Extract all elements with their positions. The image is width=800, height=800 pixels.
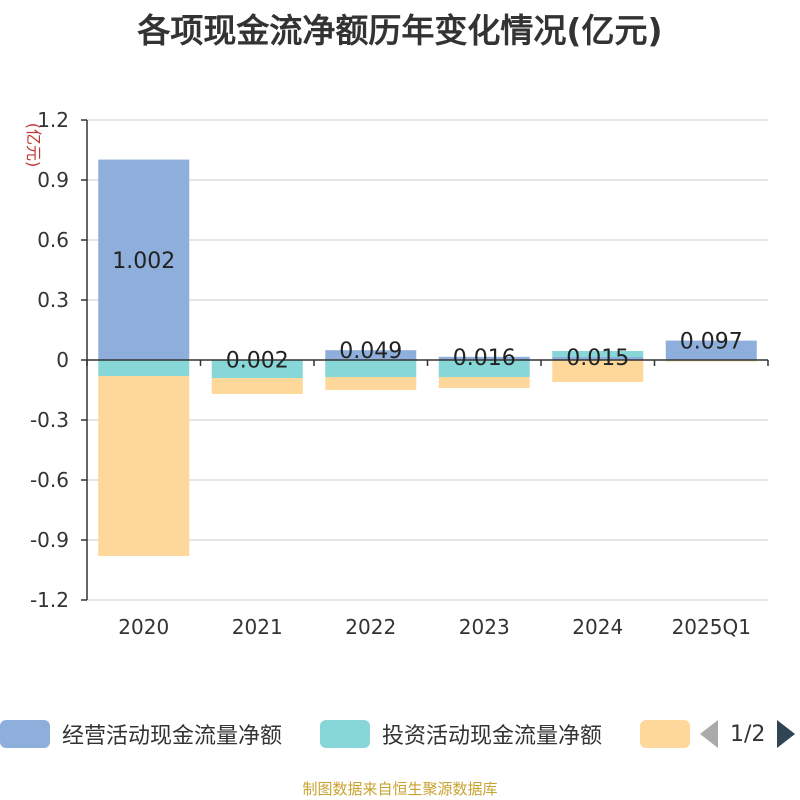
bar-2022-s1[interactable] bbox=[325, 360, 417, 377]
y-tick-label: 1.2 bbox=[37, 108, 69, 132]
data-label-2022: 0.049 bbox=[339, 339, 402, 364]
data-label-2025Q1: 0.097 bbox=[680, 330, 743, 355]
x-tick-label: 2023 bbox=[459, 615, 510, 639]
bar-2021-s1[interactable] bbox=[211, 360, 303, 378]
chart-canvas: 1.20.90.60.30-0.3-0.6-0.9-1.2 2020 2021 20… bbox=[24, 108, 769, 639]
x-tick-label: 2025Q1 bbox=[672, 615, 751, 639]
bar-2022-s0[interactable] bbox=[325, 350, 417, 360]
bar-2023-s2[interactable] bbox=[438, 377, 530, 388]
legend-swatch-operating bbox=[0, 720, 50, 748]
bar-2020-s2[interactable] bbox=[98, 376, 190, 556]
bar-2021-s2[interactable] bbox=[211, 378, 303, 394]
data-label-2023: 0.016 bbox=[453, 346, 516, 371]
bar-2024-s0[interactable] bbox=[552, 357, 644, 360]
x-tick-label: 2020 bbox=[118, 615, 169, 639]
y-axis-unit: (亿元) bbox=[24, 123, 43, 168]
y-tick-label: -0.3 bbox=[30, 408, 69, 432]
bar-2024-s2[interactable] bbox=[552, 360, 644, 382]
data-label-2021: 0.002 bbox=[226, 349, 289, 374]
bar-2025Q1-s0[interactable] bbox=[665, 340, 757, 360]
y-tick-label: -1.2 bbox=[30, 588, 69, 612]
y-tick-label: 0 bbox=[56, 348, 69, 372]
legend-item-investing[interactable]: 投资活动现金流量净额 bbox=[320, 714, 602, 754]
pager-next-icon[interactable] bbox=[777, 720, 796, 748]
legend: 经营活动现金流量净额 投资活动现金流量净额 1/2 bbox=[0, 714, 800, 754]
data-labels: 1.002 0.002 0.049 0.016 0.015 0.097 bbox=[112, 249, 742, 374]
x-tick-label: 2021 bbox=[232, 615, 283, 639]
x-tick-label: 2022 bbox=[345, 615, 396, 639]
bar-2020-s0[interactable] bbox=[98, 159, 190, 360]
pager-prev-icon[interactable] bbox=[700, 720, 718, 748]
legend-item-operating[interactable]: 经营活动现金流量净额 bbox=[0, 714, 282, 754]
legend-swatch-investing bbox=[320, 720, 370, 748]
chart-title: 各项现金流净额历年变化情况(亿元) bbox=[137, 11, 663, 50]
bar-2025Q1-s2[interactable] bbox=[665, 360, 757, 362]
source-note: 制图数据来自恒生聚源数据库 bbox=[302, 780, 498, 798]
legend-item-financing[interactable] bbox=[640, 714, 690, 754]
legend-pager: 1/2 bbox=[700, 714, 796, 754]
bar-2024-s1[interactable] bbox=[552, 351, 644, 357]
x-tick-labels: 2020 2021 2022 2023 2024 2025Q1 bbox=[118, 615, 751, 639]
legend-label-investing: 投资活动现金流量净额 bbox=[382, 724, 603, 749]
y-tick-labels: 1.2 0.9 0.6 0.3 0 -0.3 -0.6 -0.9 -1.2 bbox=[30, 108, 69, 612]
bar-2022-s2[interactable] bbox=[325, 377, 417, 390]
y-tick-label: -0.6 bbox=[30, 468, 69, 492]
bar-2020-s1[interactable] bbox=[98, 360, 190, 376]
legend-swatch-financing bbox=[640, 720, 690, 748]
bar-2023-s1[interactable] bbox=[438, 360, 530, 377]
legend-label-operating: 经营活动现金流量净额 bbox=[62, 724, 283, 749]
axes bbox=[81, 119, 769, 601]
y-tick-label: -0.9 bbox=[30, 528, 69, 552]
y-tick-label: 0.6 bbox=[37, 228, 69, 252]
y-tick-label: 0.9 bbox=[37, 168, 69, 192]
data-label-2024: 0.015 bbox=[566, 346, 629, 371]
bars bbox=[98, 159, 757, 556]
x-tick-label: 2024 bbox=[572, 615, 623, 639]
y-tick-label: 0.3 bbox=[37, 288, 69, 312]
bar-2023-s0[interactable] bbox=[438, 356, 530, 360]
pager-page-text: 1/2 bbox=[730, 721, 766, 747]
data-label-2020: 1.002 bbox=[112, 249, 175, 274]
grid-lines bbox=[87, 119, 768, 601]
